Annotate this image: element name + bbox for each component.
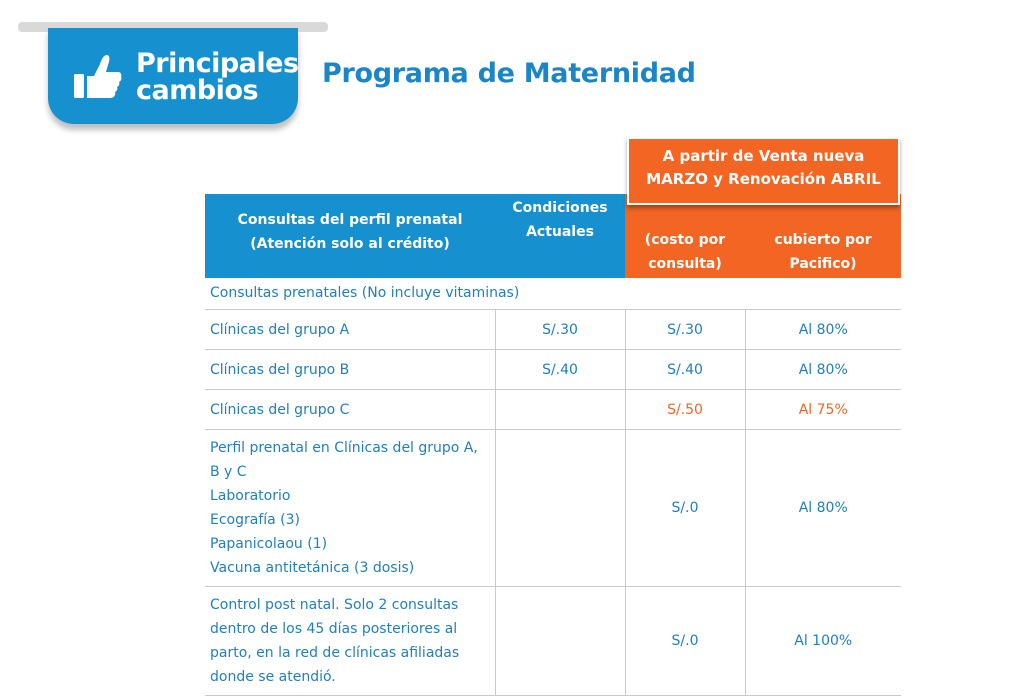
table-header-row: Consultas del perfil prenatal (Atención … bbox=[205, 194, 901, 278]
table-row: Clínicas del grupo B S/.40 S/.40 Al 80% bbox=[205, 349, 901, 390]
header-costo-consulta: (costo por consulta) bbox=[625, 194, 745, 278]
section-label: Consultas prenatales (No incluye vitamin… bbox=[205, 278, 901, 310]
badge-title: Principales cambios bbox=[136, 48, 299, 106]
row-label-line: Vacuna antitetánica (3 dosis) bbox=[210, 560, 415, 576]
row-current bbox=[494, 389, 625, 430]
row-cost: S/.40 bbox=[624, 349, 745, 390]
header-cubierto-pacifico: cubierto por Pacifico) bbox=[745, 194, 901, 278]
row-current bbox=[494, 429, 625, 587]
table-row: Perfil prenatal en Clínicas del grupo A,… bbox=[205, 429, 901, 587]
page-title: Programa de Maternidad bbox=[322, 58, 696, 89]
badge-line-1: Principales bbox=[136, 48, 299, 79]
row-coverage: Al 75% bbox=[744, 389, 901, 430]
badge-shadow bbox=[18, 22, 328, 32]
row-cost: S/.0 bbox=[624, 586, 745, 696]
maternity-table: Consultas del perfil prenatal (Atención … bbox=[205, 194, 901, 696]
row-coverage: Al 100% bbox=[744, 586, 901, 696]
header-condiciones-actuales: Condiciones Actuales bbox=[495, 194, 625, 278]
new-conditions-header: A partir de Venta nueva MARZO y Renovaci… bbox=[627, 137, 900, 205]
row-current bbox=[494, 586, 625, 696]
row-coverage: Al 80% bbox=[744, 429, 901, 587]
row-label: Control post natal. Solo 2 consultas den… bbox=[205, 586, 495, 696]
table-row: Clínicas del grupo C S/.50 Al 75% bbox=[205, 389, 901, 430]
table-row: Clínicas del grupo A S/.30 S/.30 Al 80% bbox=[205, 309, 901, 350]
row-cost: S/.30 bbox=[624, 309, 745, 350]
row-label: Clínicas del grupo B bbox=[205, 349, 495, 390]
table-row: Control post natal. Solo 2 consultas den… bbox=[205, 586, 901, 696]
badge-line-2: cambios bbox=[136, 75, 259, 106]
section-row: Consultas prenatales (No incluye vitamin… bbox=[205, 278, 901, 310]
row-label-line: Laboratorio bbox=[210, 488, 291, 504]
row-label: Clínicas del grupo C bbox=[205, 389, 495, 430]
row-label-line: Ecografía (3) bbox=[210, 512, 301, 528]
row-current: S/.40 bbox=[494, 349, 625, 390]
row-coverage: Al 80% bbox=[744, 349, 901, 390]
row-cost: S/.0 bbox=[624, 429, 745, 587]
new-conditions-line-1: A partir de Venta nueva bbox=[662, 147, 865, 165]
row-cost: S/.50 bbox=[624, 389, 745, 430]
thumbs-up-icon bbox=[74, 55, 122, 98]
new-conditions-line-2: MARZO y Renovación ABRIL bbox=[646, 170, 881, 188]
header-consultas: Consultas del perfil prenatal (Atención … bbox=[205, 194, 495, 278]
row-label: Clínicas del grupo A bbox=[205, 309, 495, 350]
row-label-line: Perfil prenatal en Clínicas del grupo A,… bbox=[210, 440, 478, 480]
row-current: S/.30 bbox=[494, 309, 625, 350]
row-label-multiline: Perfil prenatal en Clínicas del grupo A,… bbox=[205, 429, 495, 587]
principales-cambios-badge: Principales cambios bbox=[48, 28, 299, 124]
row-coverage: Al 80% bbox=[744, 309, 901, 350]
row-label-line: Papanicolaou (1) bbox=[210, 536, 328, 552]
